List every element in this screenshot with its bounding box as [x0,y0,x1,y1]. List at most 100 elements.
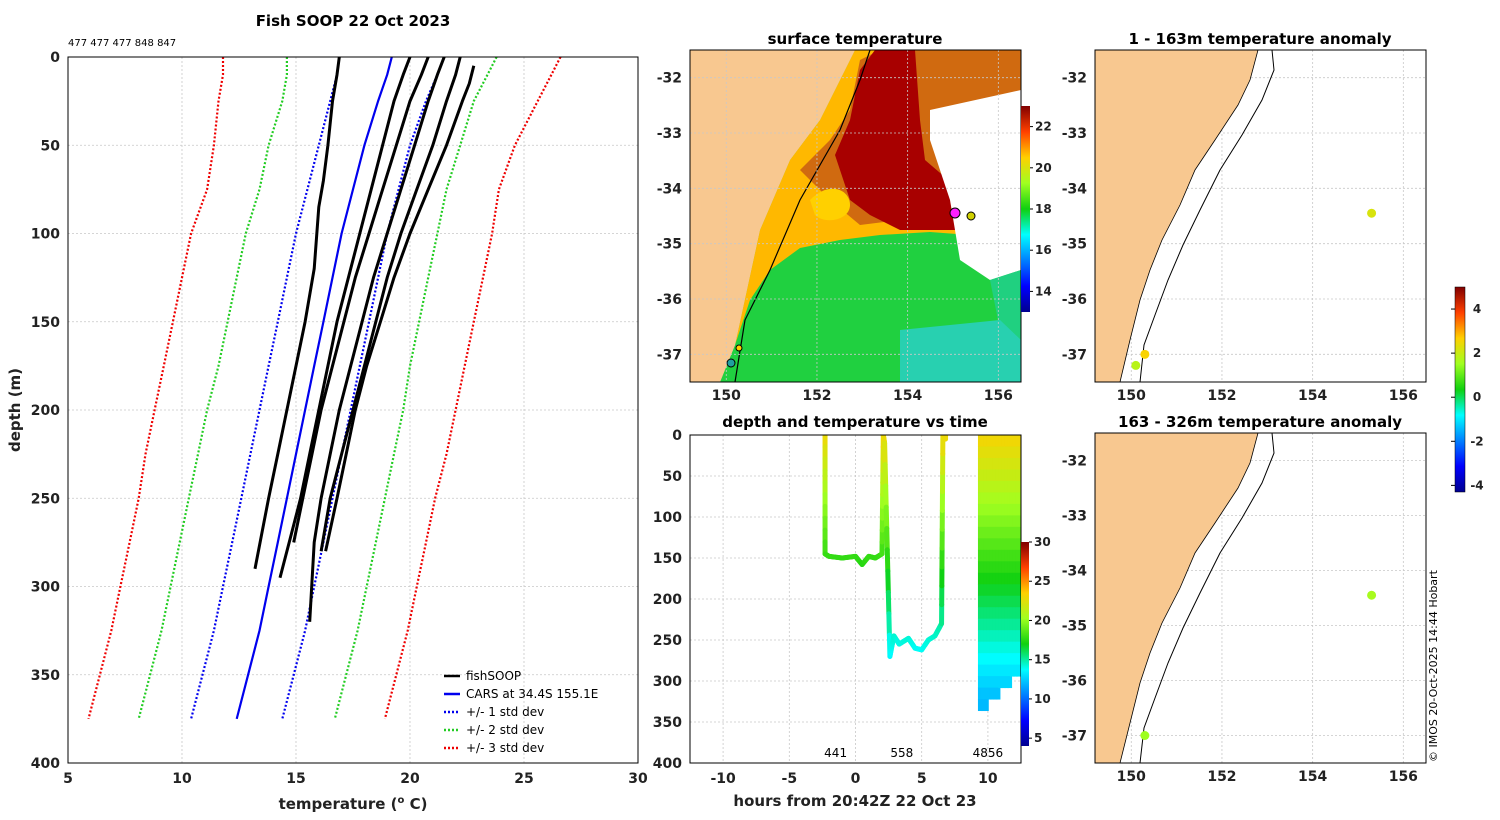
time-block-cell [998,515,1004,528]
time-block-cell [980,457,986,470]
time-block-cell [995,618,1001,631]
time-block-cell [977,572,983,585]
time-block-cell [1007,641,1013,654]
time-block-cell [1004,538,1010,551]
time-block-cell [992,676,998,689]
time-block-cell [1004,446,1010,459]
time-block-cell [1001,676,1007,689]
time-block-cell [986,630,992,643]
time-block-cell [1007,561,1013,574]
time-block-cell [1012,595,1018,608]
time-block-cell [1009,492,1015,505]
time-block-cell [1007,664,1013,677]
legend-label: +/- 2 std dev [466,723,544,737]
std1-plus-line [281,57,446,720]
time-block-cell [1007,676,1013,689]
time-ytick: 350 [653,715,682,731]
time-block-cell [995,549,1001,562]
time-block-cell [1007,653,1013,666]
time-block-cell [1012,572,1018,585]
anom-upper-land [1095,50,1259,382]
fishsoop-profile-line [324,65,476,552]
time-block-cell [986,584,992,597]
map-xtick: 150 [712,388,741,404]
map-ytick: -32 [657,71,682,87]
time-block-cell [977,561,983,574]
time-block-cell [983,630,989,643]
time-block-cell [1009,595,1015,608]
time-block-cell [992,480,998,493]
anomaly-point [1140,349,1150,359]
time-block-cell [998,584,1004,597]
time-block-cell [1004,618,1010,631]
time-block-cell [992,435,998,447]
time-block-cell [992,469,998,482]
time-block-cell [1004,664,1010,677]
std2-plus-line [333,57,498,720]
time-block-cell [989,618,995,631]
time-block-cell [992,630,998,643]
sst-colorbar [1021,106,1030,312]
time-block-cell [983,664,989,677]
time-block-cell [1007,446,1013,459]
time-block-cell [995,653,1001,666]
time-block-cell [998,595,1004,608]
anom-cbar-label: 2 [1473,346,1481,360]
time-track-segment [885,568,891,595]
time-block-cell [1001,653,1007,666]
time-block-cell [995,457,1001,470]
time-block-cell [980,630,986,643]
time-block-cell [1007,515,1013,528]
time-block-cell [980,584,986,597]
time-track-segment [886,611,892,638]
time-block-cell [980,526,986,539]
time-block-cell [1007,538,1013,551]
anom-colorbar-group: 4 2 0 -2 -4 [1451,286,1484,492]
time-block-cell [1015,595,1021,608]
time-block-cell [1007,526,1013,539]
time-xtick: -5 [782,771,798,787]
anomaly-point [1367,208,1377,218]
time-block-cell [986,435,992,447]
time-block-cell [986,515,992,528]
time-block-cell [1012,549,1018,562]
time-cbar-label: 10 [1034,692,1051,706]
time-block-cell [1004,503,1010,516]
sst-southeast [900,320,1021,382]
time-block-cell [983,549,989,562]
anom-lower-title: 163 - 326m temperature anomaly [1118,413,1402,431]
time-block-cell [1001,549,1007,562]
time-block-cell [1007,503,1013,516]
time-block-cell [1004,607,1010,620]
time-block-cell [983,515,989,528]
time-block-cell [986,664,992,677]
time-block-cell [1009,607,1015,620]
time-block-cell [1009,664,1015,677]
time-block-cell [977,492,983,505]
time-track-segment [882,440,888,468]
time-block-cell [995,687,1001,700]
time-track [822,435,949,659]
time-block-cell [992,641,998,654]
time-block-cell [986,595,992,608]
anom-lower-panel: 163 - 326m temperature anomaly 150 152 154… [1062,413,1427,785]
map-ytick: -35 [657,237,682,253]
map-xtick: 150 [1117,388,1146,404]
time-block-cell [983,469,989,482]
time-block-cell [998,572,1004,585]
time-block-cell [998,641,1004,654]
time-block-cell [980,492,986,505]
profile-id-strip: 477 477 477 848 847 [68,38,176,49]
time-panel: depth and temperature vs time -10 -5 0 5 100… [653,413,1051,810]
time-block-cell [1004,435,1010,447]
time-block-cell [980,515,986,528]
time-block-cell [1004,584,1010,597]
time-block-cell [1009,538,1015,551]
profile-ytick: 150 [31,315,60,331]
time-block-cell [989,630,995,643]
time-block-cell [983,457,989,470]
time-ytick: 250 [653,633,682,649]
map-ytick: -35 [1062,237,1087,253]
